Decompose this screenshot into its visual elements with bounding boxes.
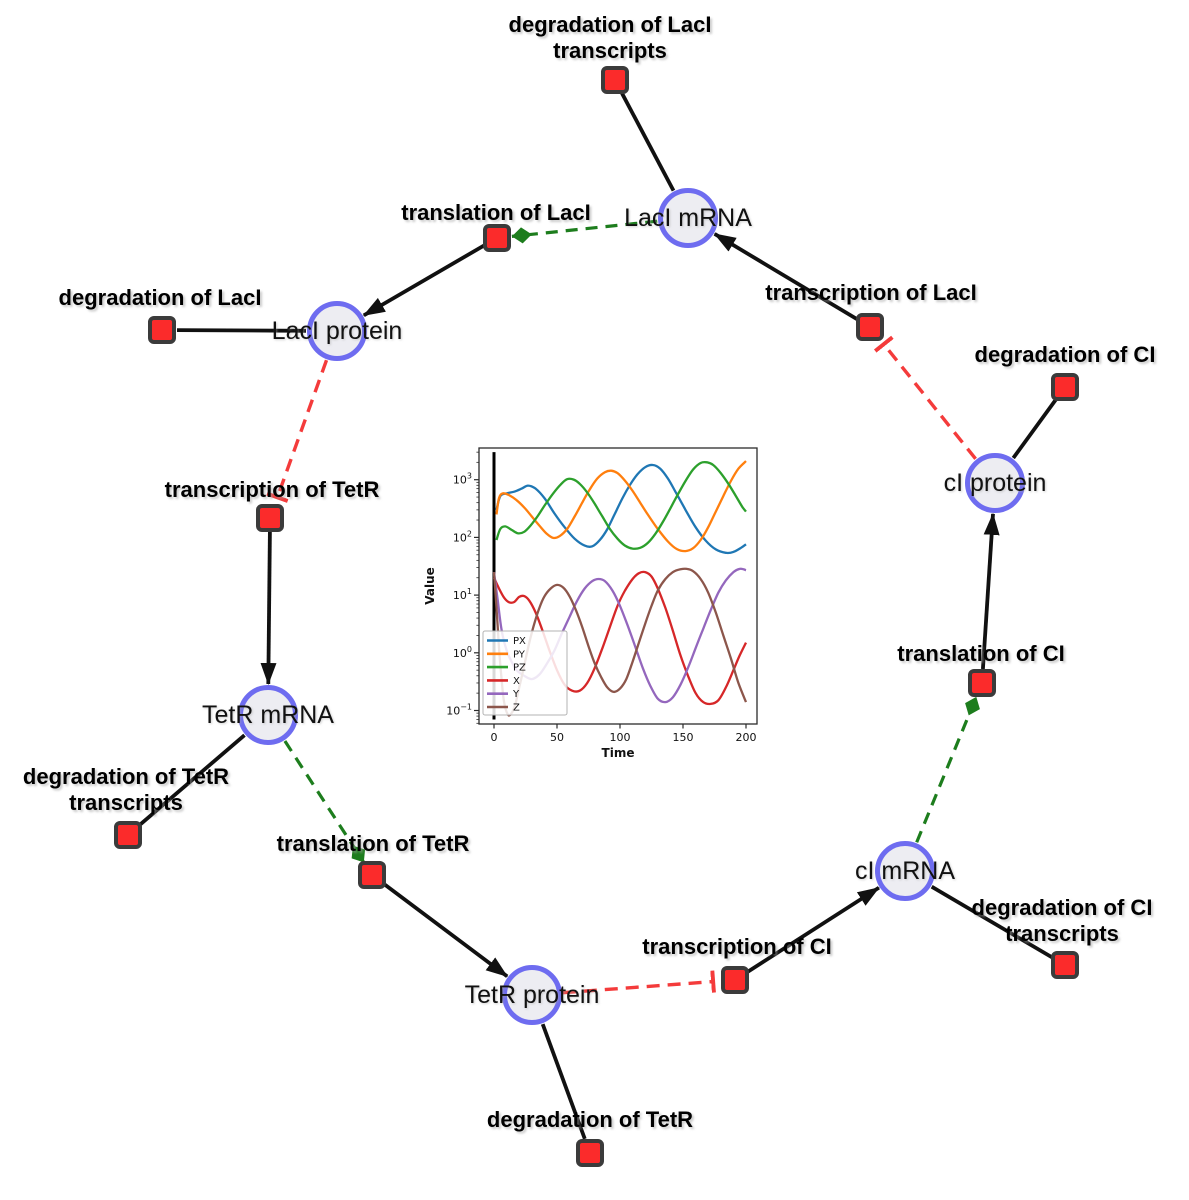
edge-tetr-protein-tx-ci — [562, 970, 716, 995]
legend-label-X: X — [513, 676, 520, 687]
reaction-node-deg-tetr[interactable] — [576, 1139, 604, 1167]
legend-label-PY: PY — [513, 649, 526, 660]
plot-xtick-label: 100 — [610, 731, 631, 744]
edge-ci-mrna-translation-ci — [915, 696, 980, 843]
edge-ci-mrna-deg-ci-transcripts — [930, 885, 1054, 960]
edge-tetr-mrna-translation-tetr — [283, 740, 366, 864]
species-node-ci-mrna[interactable] — [875, 841, 935, 901]
plot-frame — [478, 447, 758, 725]
plot-ytick-label: 101 — [453, 587, 472, 602]
edge-laci-protein-tx-tetr — [266, 359, 329, 503]
edge-translation-ci-ci-protein — [981, 512, 1000, 670]
plot-ytick-label: 10−1 — [446, 703, 472, 718]
reaction-node-tx-ci[interactable] — [721, 966, 749, 994]
edge-laci-protein-deg-laci — [176, 328, 307, 333]
edge-laci-mrna-translation-laci — [511, 219, 658, 244]
plot-series-PZ — [495, 460, 747, 550]
reaction-node-deg-ci[interactable] — [1051, 373, 1079, 401]
plot-legend: PX PY PZ XYZ — [482, 630, 568, 716]
edge-translation-tetr-tetr-protein — [382, 881, 509, 978]
edge-tx-ci-ci-mrna — [745, 886, 880, 974]
species-node-laci-protein[interactable] — [307, 301, 367, 361]
edge-tetr-mrna-deg-tetr-transcripts — [138, 733, 246, 827]
plot-xtick-label: 50 — [550, 731, 564, 744]
plot-xaxis-title: Time — [602, 746, 635, 760]
reaction-node-deg-laci-transcripts[interactable] — [601, 66, 629, 94]
reaction-node-deg-laci[interactable] — [148, 316, 176, 344]
plot-ytick-label: 102 — [453, 529, 472, 544]
reaction-node-translation-tetr[interactable] — [358, 861, 386, 889]
plot-series-X — [492, 570, 748, 706]
legend-label-Z: Z — [513, 703, 520, 714]
edge-ci-protein-deg-ci — [1011, 397, 1058, 460]
plot-series-PX — [495, 463, 747, 555]
reaction-node-deg-ci-transcripts[interactable] — [1051, 951, 1079, 979]
reaction-node-tx-tetr[interactable] — [256, 504, 284, 532]
reaction-node-translation-ci[interactable] — [968, 669, 996, 697]
plot-series-PY — [495, 460, 747, 553]
species-node-laci-mrna[interactable] — [658, 188, 718, 248]
species-node-tetr-protein[interactable] — [502, 965, 562, 1025]
species-node-ci-protein[interactable] — [965, 453, 1025, 513]
reaction-node-deg-tetr-transcripts[interactable] — [114, 821, 142, 849]
plot-xtick-label: 0 — [491, 731, 498, 744]
legend-label-PZ: PZ — [513, 663, 526, 674]
edge-laci-mrna-deg-laci-transcripts — [620, 92, 676, 192]
reaction-node-translation-laci[interactable] — [483, 224, 511, 252]
species-node-tetr-mrna[interactable] — [238, 685, 298, 745]
edge-tx-tetr-tetr-mrna — [260, 531, 277, 685]
edge-tx-laci-laci-mrna — [713, 232, 859, 322]
plot-ytick-label: 103 — [453, 472, 472, 487]
legend-label-Y: Y — [512, 689, 520, 700]
legend-label-PX: PX — [513, 636, 526, 647]
simulation-plot: 10−1 100 101 102 103 0 50 100 150 200 Time Value PX P… — [420, 430, 780, 775]
plot-ytick-label: 100 — [453, 645, 472, 660]
plot-yaxis-title: Value — [423, 567, 437, 605]
edge-translation-laci-laci-protein — [362, 243, 486, 318]
edge-tetr-protein-deg-tetr — [540, 1023, 587, 1140]
plot-xtick-label: 150 — [673, 731, 694, 744]
reaction-node-tx-laci[interactable] — [856, 313, 884, 341]
plot-xtick-label: 200 — [736, 731, 757, 744]
edge-ci-protein-tx-laci — [873, 335, 977, 460]
